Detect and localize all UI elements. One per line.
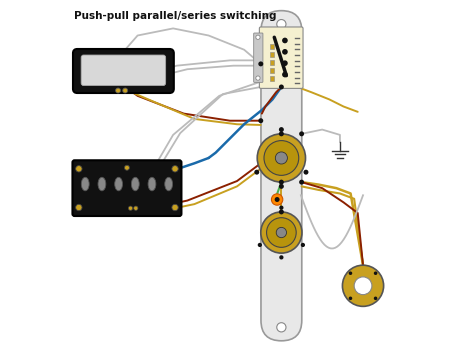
Bar bbox=[270, 52, 274, 57]
Circle shape bbox=[272, 194, 283, 205]
Bar bbox=[270, 44, 274, 49]
Circle shape bbox=[172, 165, 178, 172]
Circle shape bbox=[128, 206, 133, 210]
Circle shape bbox=[282, 72, 288, 77]
Ellipse shape bbox=[165, 177, 173, 191]
Circle shape bbox=[282, 49, 288, 55]
Circle shape bbox=[254, 170, 259, 175]
Bar bbox=[270, 76, 274, 81]
Text: Push-pull parallel/series switching: Push-pull parallel/series switching bbox=[73, 11, 276, 21]
Ellipse shape bbox=[131, 177, 139, 191]
Circle shape bbox=[276, 227, 286, 238]
Ellipse shape bbox=[82, 177, 89, 191]
FancyBboxPatch shape bbox=[261, 11, 302, 341]
Circle shape bbox=[301, 243, 305, 247]
Circle shape bbox=[354, 277, 372, 295]
Circle shape bbox=[303, 170, 309, 175]
Circle shape bbox=[279, 84, 284, 89]
Circle shape bbox=[125, 165, 129, 170]
Circle shape bbox=[279, 206, 283, 210]
Circle shape bbox=[342, 265, 383, 306]
Circle shape bbox=[279, 209, 284, 214]
Bar bbox=[270, 60, 274, 65]
Circle shape bbox=[256, 35, 260, 39]
Circle shape bbox=[279, 255, 283, 260]
Circle shape bbox=[258, 243, 262, 247]
Circle shape bbox=[134, 206, 138, 210]
Circle shape bbox=[277, 323, 286, 332]
Bar bbox=[270, 68, 274, 73]
Circle shape bbox=[349, 272, 352, 275]
Ellipse shape bbox=[115, 177, 122, 191]
Circle shape bbox=[258, 61, 263, 66]
Circle shape bbox=[349, 296, 352, 300]
Circle shape bbox=[76, 165, 82, 172]
Circle shape bbox=[282, 38, 288, 43]
Circle shape bbox=[123, 88, 128, 93]
FancyBboxPatch shape bbox=[81, 55, 165, 86]
Circle shape bbox=[274, 197, 280, 202]
Circle shape bbox=[266, 218, 296, 247]
FancyBboxPatch shape bbox=[73, 49, 174, 93]
Circle shape bbox=[261, 212, 302, 253]
Circle shape bbox=[282, 60, 288, 66]
Circle shape bbox=[374, 272, 377, 275]
FancyBboxPatch shape bbox=[254, 33, 263, 82]
FancyBboxPatch shape bbox=[259, 27, 303, 88]
Circle shape bbox=[374, 296, 377, 300]
FancyBboxPatch shape bbox=[73, 160, 182, 216]
Circle shape bbox=[277, 20, 286, 29]
Circle shape bbox=[279, 127, 284, 132]
Circle shape bbox=[299, 180, 304, 185]
Circle shape bbox=[258, 118, 263, 123]
Circle shape bbox=[279, 180, 284, 185]
Circle shape bbox=[76, 204, 82, 211]
Circle shape bbox=[172, 204, 178, 211]
Circle shape bbox=[116, 88, 120, 93]
Circle shape bbox=[257, 134, 306, 182]
Ellipse shape bbox=[148, 177, 156, 191]
Circle shape bbox=[275, 152, 287, 164]
Circle shape bbox=[279, 131, 284, 136]
Circle shape bbox=[256, 76, 260, 80]
Circle shape bbox=[264, 141, 299, 175]
Circle shape bbox=[279, 184, 284, 189]
Circle shape bbox=[299, 131, 304, 136]
Ellipse shape bbox=[98, 177, 106, 191]
